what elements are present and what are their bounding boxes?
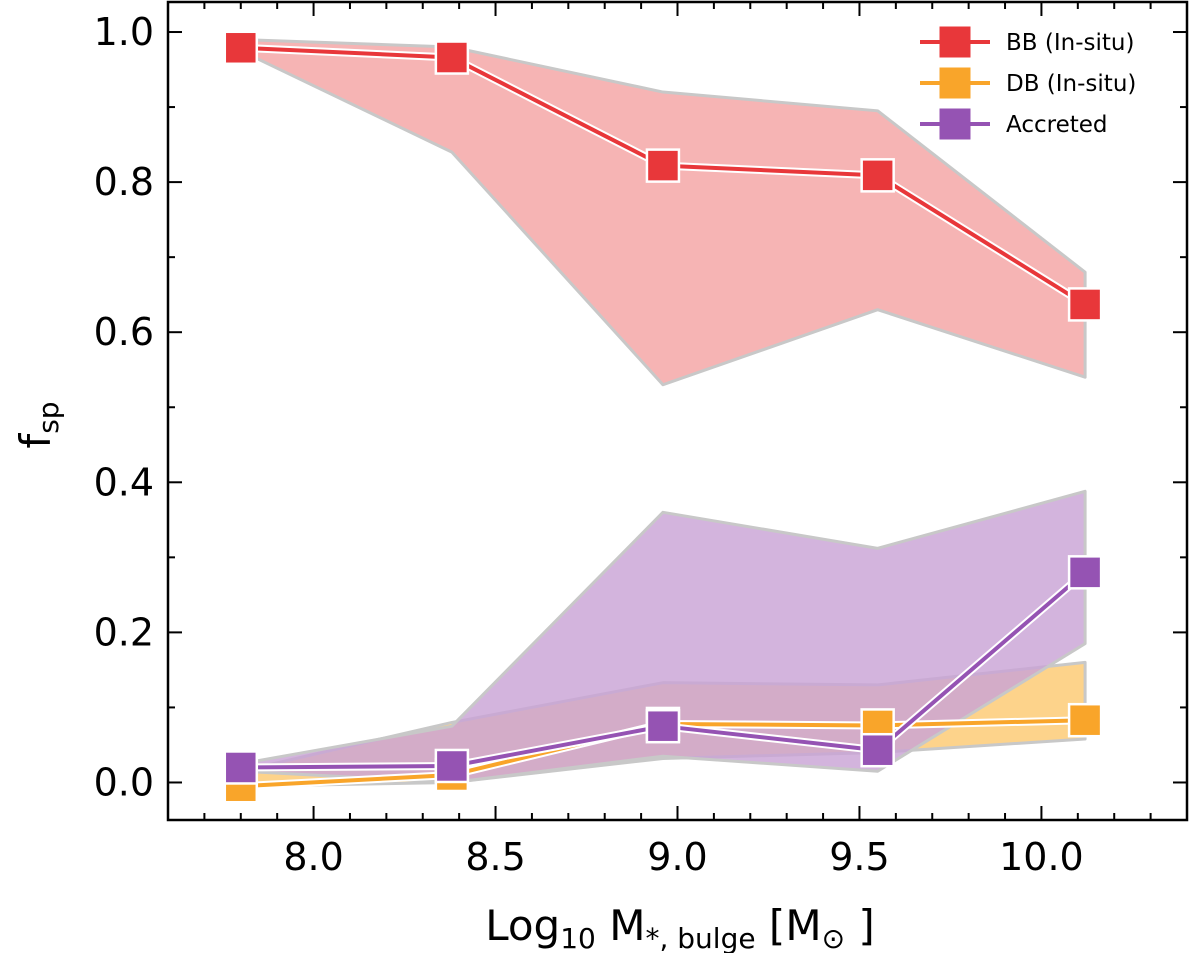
y-axis-label: fsp <box>11 401 65 448</box>
legend-marker-bb-in-situ <box>939 26 971 58</box>
marker-accreted-3 <box>860 732 895 768</box>
x-axis-label-main: Log <box>485 901 560 950</box>
x-axis-label: Log10 M*, bulge [M⊙ ] <box>485 901 875 953</box>
marker-bb-in-situ-2 <box>645 148 681 183</box>
x-axis-label-unit-sub: ⊙ <box>822 922 845 953</box>
legend-label-accreted: Accreted <box>1006 112 1108 138</box>
y-tick-label-1: 0.2 <box>94 610 154 654</box>
x-tick-label-1: 8.5 <box>465 835 525 879</box>
legend-label-db-in-situ: DB (In-situ) <box>1006 71 1136 97</box>
marker-bb-in-situ-3 <box>860 158 895 193</box>
marker-bb-in-situ-1 <box>434 40 470 75</box>
marker-accreted-2 <box>645 708 681 744</box>
series-markers <box>223 30 1103 804</box>
y-axis-label-sub: sp <box>32 401 65 433</box>
y-axis-label-main: f <box>11 433 60 449</box>
y-tick-label-0: 0.0 <box>94 760 154 804</box>
marker-bb-in-situ-0 <box>223 30 259 66</box>
x-axis-label-sub2: *, bulge <box>645 922 755 953</box>
x-tick-label-3: 9.5 <box>829 835 889 879</box>
legend-marker-db-in-situ <box>939 67 971 99</box>
y-tick-label-2: 0.4 <box>94 460 154 504</box>
legend: BB (In-situ) DB (In-situ) Accreted <box>920 26 1136 140</box>
y-tick-label-4: 0.8 <box>94 160 154 204</box>
x-axis-label-unit-open: [M <box>756 901 822 950</box>
x-tick-labels: 8.0 8.5 9.0 9.5 10.0 <box>283 835 1083 879</box>
x-tick-label-4: 10.0 <box>999 835 1084 879</box>
marker-accreted-0 <box>223 750 259 785</box>
marker-bb-in-situ-4 <box>1067 287 1103 322</box>
legend-marker-accreted <box>939 108 971 140</box>
band-bb-in-situ <box>239 38 1087 387</box>
marker-db-in-situ-4 <box>1067 702 1103 738</box>
legend-label-bb-in-situ: BB (In-situ) <box>1006 30 1134 56</box>
marker-accreted-1 <box>434 748 470 784</box>
x-tick-label-2: 9.0 <box>647 835 707 879</box>
y-tick-label-5: 1.0 <box>94 10 154 54</box>
x-axis-label-sub1: 10 <box>560 922 596 953</box>
y-tick-labels: 0.0 0.2 0.4 0.6 0.8 1.0 <box>94 10 154 804</box>
axis-ticks <box>168 2 1187 820</box>
x-axis-label-unit-close: ] <box>845 901 875 950</box>
x-axis-label-mid: M <box>596 901 646 950</box>
marker-accreted-4 <box>1067 555 1103 590</box>
x-tick-label-0: 8.0 <box>283 835 343 879</box>
y-tick-label-3: 0.6 <box>94 310 154 354</box>
